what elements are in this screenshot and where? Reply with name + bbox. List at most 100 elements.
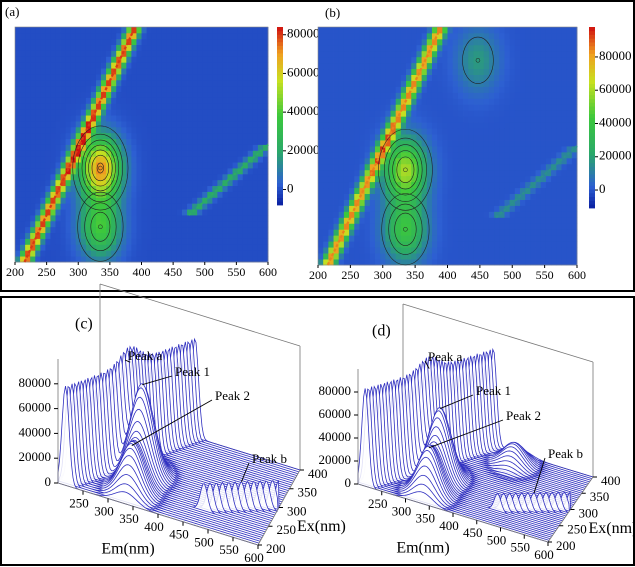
contour-cell — [212, 174, 217, 180]
contour-cell — [437, 104, 443, 110]
contour-cell — [530, 176, 536, 182]
contour-cell — [567, 158, 573, 164]
contour-cell — [349, 45, 355, 51]
contour-cell — [207, 139, 212, 145]
contour-cell — [142, 197, 147, 203]
contour-cell — [489, 235, 495, 241]
contour-cell — [45, 86, 50, 92]
contour-cell — [572, 241, 578, 247]
contour-cell — [55, 133, 60, 139]
contour-cell — [432, 241, 438, 247]
colorbar-cell — [589, 129, 595, 133]
contour-cell — [525, 51, 531, 57]
contour-cell — [473, 110, 479, 116]
contour-cell — [473, 235, 479, 241]
contour-cell — [359, 229, 365, 235]
contour-cell — [263, 115, 268, 121]
contour-cell — [81, 180, 86, 186]
contour-cell — [468, 122, 474, 128]
contour-cell — [349, 69, 355, 75]
contour-cell — [81, 203, 86, 209]
contour-cell — [217, 180, 222, 186]
peak-label: Peak 1 — [175, 364, 210, 379]
contour-cell — [458, 98, 464, 104]
contour-cell — [453, 92, 459, 98]
contour-cell — [25, 51, 30, 57]
contour-cell — [172, 150, 177, 156]
contour-cell — [541, 229, 547, 235]
contour-cell — [217, 244, 222, 250]
contour-cell — [25, 68, 30, 74]
contour-cell — [385, 81, 391, 87]
contour-cell — [536, 259, 542, 265]
contour-cell — [238, 109, 243, 115]
colorbar-cell — [277, 131, 283, 135]
contour-cell — [473, 223, 479, 229]
contour-cell — [401, 92, 407, 98]
contour-cell — [504, 69, 510, 75]
contour-cell — [66, 127, 71, 133]
contour-cell — [253, 180, 258, 186]
contour-cell — [344, 57, 350, 63]
x-tick-label: 350 — [406, 268, 424, 282]
contour-cell — [494, 39, 500, 45]
contour-cell — [35, 86, 40, 92]
contour-cell — [572, 217, 578, 223]
contour-cell — [422, 206, 428, 212]
contour-cell — [142, 86, 147, 92]
panel-label: (d) — [372, 323, 391, 340]
contour-cell — [448, 51, 454, 57]
contour-cell — [442, 170, 448, 176]
contour-cell — [504, 63, 510, 69]
contour-cell — [233, 197, 238, 203]
contour-cell — [172, 233, 177, 239]
contour-cell — [233, 145, 238, 151]
contour-cell — [71, 51, 76, 57]
contour-cell — [76, 68, 81, 74]
contour-cell — [101, 51, 106, 57]
contour-cell — [30, 250, 35, 256]
contour-cell — [318, 223, 324, 229]
contour-cell — [422, 122, 428, 128]
contour-cell — [344, 69, 350, 75]
contour-cell — [55, 139, 60, 145]
contour-cell — [473, 134, 479, 140]
contour-cell — [182, 133, 187, 139]
contour-cell — [238, 98, 243, 104]
contour-cell — [546, 200, 552, 206]
contour-cell — [162, 145, 167, 151]
contour-cell — [370, 69, 376, 75]
contour-cell — [86, 33, 91, 39]
contour-cell — [202, 221, 207, 227]
contour-cell — [126, 86, 131, 92]
contour-cell — [50, 233, 55, 239]
contour-cell — [136, 215, 141, 221]
contour-cell — [328, 27, 334, 33]
contour-cell — [131, 256, 136, 262]
contour-cell — [192, 74, 197, 80]
contour-cell — [136, 115, 141, 121]
contour-cell — [66, 86, 71, 92]
contour-cell — [458, 176, 464, 182]
contour-cell — [463, 128, 469, 134]
contour-cell — [463, 164, 469, 170]
contour-cell — [536, 241, 542, 247]
contour-cell — [354, 63, 360, 69]
contour-cell — [561, 75, 567, 81]
contour-cell — [61, 27, 66, 33]
contour-cell — [35, 98, 40, 104]
contour-cell — [243, 244, 248, 250]
contour-cell — [222, 109, 227, 115]
contour-cell — [359, 223, 365, 229]
contour-cell — [556, 188, 562, 194]
contour-cell — [142, 168, 147, 174]
contour-cell — [551, 116, 557, 122]
contour-cell — [263, 86, 268, 92]
contour-cell — [468, 158, 474, 164]
contour-cell — [187, 127, 192, 133]
contour-cell — [217, 74, 222, 80]
contour-cell — [71, 39, 76, 45]
contour-cell — [406, 247, 412, 253]
contour-cell — [147, 221, 152, 227]
contour-cell — [263, 221, 268, 227]
